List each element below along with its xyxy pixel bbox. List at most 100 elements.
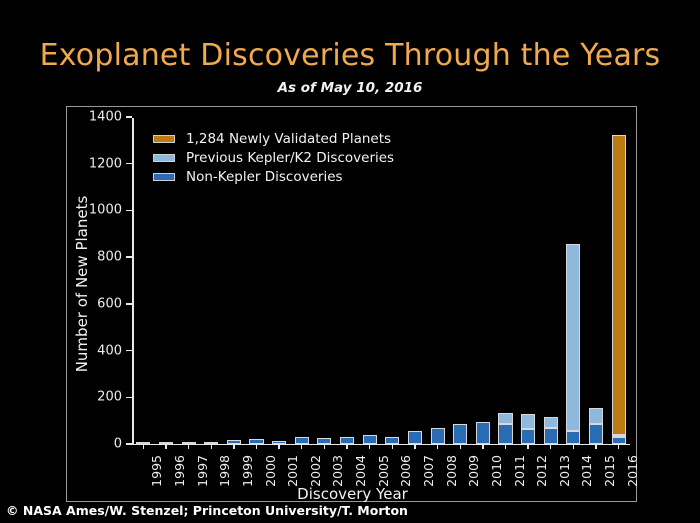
x-tick-label: 2013: [556, 455, 572, 487]
x-tick-mark: [550, 444, 552, 449]
legend-label: 1,284 Newly Validated Planets: [186, 130, 392, 147]
x-tick-label: 2012: [534, 455, 550, 487]
bar-segment: [136, 442, 151, 444]
bar-segment: [385, 437, 400, 444]
x-tick-label: 2009: [466, 455, 482, 487]
chart-legend: 1,284 Newly Validated Planets Previous Ke…: [153, 129, 394, 186]
bar-column: [136, 117, 151, 444]
bar-segment: [611, 135, 626, 436]
y-axis-title: Number of New Planets: [73, 195, 91, 373]
bar-segment: [317, 438, 332, 444]
x-axis-line: [132, 443, 630, 446]
bar-column: [521, 117, 536, 444]
legend-item: Non-Kepler Discoveries: [153, 167, 394, 186]
x-axis-title: Discovery Year: [297, 485, 408, 503]
y-tick-mark: [126, 209, 132, 212]
bar-segment: [611, 437, 626, 444]
legend-swatch: [153, 172, 175, 181]
bar-segment: [362, 434, 377, 444]
page-title: Exoplanet Discoveries Through the Years: [39, 38, 661, 73]
x-tick-mark: [391, 444, 393, 449]
x-tick-mark: [142, 444, 144, 449]
bar-segment: [249, 439, 264, 444]
legend-item: Previous Kepler/K2 Discoveries: [153, 148, 394, 167]
bar-column: [566, 117, 581, 444]
x-tick-label: 1996: [171, 455, 187, 487]
bar-column: [543, 117, 558, 444]
bar-column: [453, 117, 468, 444]
y-tick-mark: [126, 303, 132, 305]
y-tick-mark: [126, 116, 132, 118]
bar-column: [340, 117, 355, 444]
x-tick-label: 2008: [443, 455, 459, 487]
bar-column: [475, 117, 490, 444]
y-tick-mark: [126, 443, 132, 445]
x-tick-mark: [187, 444, 190, 449]
bar-segment: [566, 431, 581, 444]
x-tick-mark: [595, 444, 597, 449]
x-tick-mark: [414, 444, 416, 449]
credit-line: © NASA Ames/W. Stenzel; Princeton Univer…: [6, 503, 408, 518]
x-tick-label: 2000: [262, 455, 278, 487]
bar-segment: [204, 442, 219, 444]
bar-column: [362, 117, 377, 444]
bar-column: [181, 117, 196, 444]
x-tick-label: 2015: [602, 455, 618, 487]
bar-series-group: [132, 107, 630, 444]
y-tick-label: 800: [97, 249, 122, 265]
bar-column: [385, 117, 400, 444]
bar-segment: [340, 436, 355, 444]
bar-column: [249, 117, 264, 444]
legend-swatch: [153, 153, 175, 162]
y-tick-mark: [126, 396, 132, 398]
y-tick-label: 400: [97, 343, 122, 359]
bar-column: [158, 117, 173, 444]
x-tick-mark: [368, 444, 371, 449]
bar-segment: [589, 424, 604, 444]
x-tick-label: 1999: [239, 455, 255, 487]
x-tick-label: 2007: [420, 455, 436, 487]
bar-column: [294, 117, 309, 444]
x-tick-mark: [210, 444, 212, 449]
legend-swatch: [153, 134, 175, 143]
chart-frame: 0 200 400 600 800 1000 1200 1400 Number of New …: [66, 106, 640, 503]
bar-segment: [521, 428, 536, 444]
bar-segment: [181, 442, 196, 444]
bar-segment: [566, 244, 581, 432]
y-tick-label: 1200: [88, 156, 122, 172]
bar-column: [317, 117, 332, 444]
bar-segment: [294, 436, 309, 444]
bar-segment: [453, 423, 468, 444]
bar-segment: [543, 417, 558, 428]
x-tick-label: 2014: [579, 455, 595, 487]
x-tick-label: 2010: [488, 455, 504, 487]
x-tick-mark: [459, 444, 461, 449]
x-tick-mark: [482, 444, 484, 449]
y-tick-label: 200: [97, 389, 122, 405]
bar-segment: [521, 414, 536, 429]
y-tick-label: 0: [113, 436, 122, 452]
x-tick-mark: [527, 444, 529, 449]
bar-segment: [226, 440, 241, 444]
y-tick-label: 1000: [88, 202, 122, 218]
bar-column: [272, 117, 287, 444]
x-tick-label: 2005: [375, 455, 391, 487]
x-tick-mark: [301, 444, 303, 449]
bar-segment: [475, 421, 490, 444]
x-tick-label: 2011: [511, 455, 527, 487]
x-tick-mark: [278, 444, 280, 449]
x-tick-label: 1998: [217, 455, 233, 487]
y-tick-label: 1400: [88, 109, 122, 125]
bar-column: [226, 117, 241, 444]
x-tick-label: 2003: [330, 455, 346, 487]
bar-segment: [407, 431, 422, 444]
bar-column: [498, 117, 513, 444]
x-tick-label: 2016: [624, 455, 640, 487]
bar-segment: [498, 413, 513, 424]
bar-segment: [158, 442, 173, 444]
x-tick-mark: [346, 444, 348, 449]
bar-segment: [543, 427, 558, 444]
x-tick-mark: [617, 444, 620, 449]
bar-segment: [272, 441, 287, 444]
